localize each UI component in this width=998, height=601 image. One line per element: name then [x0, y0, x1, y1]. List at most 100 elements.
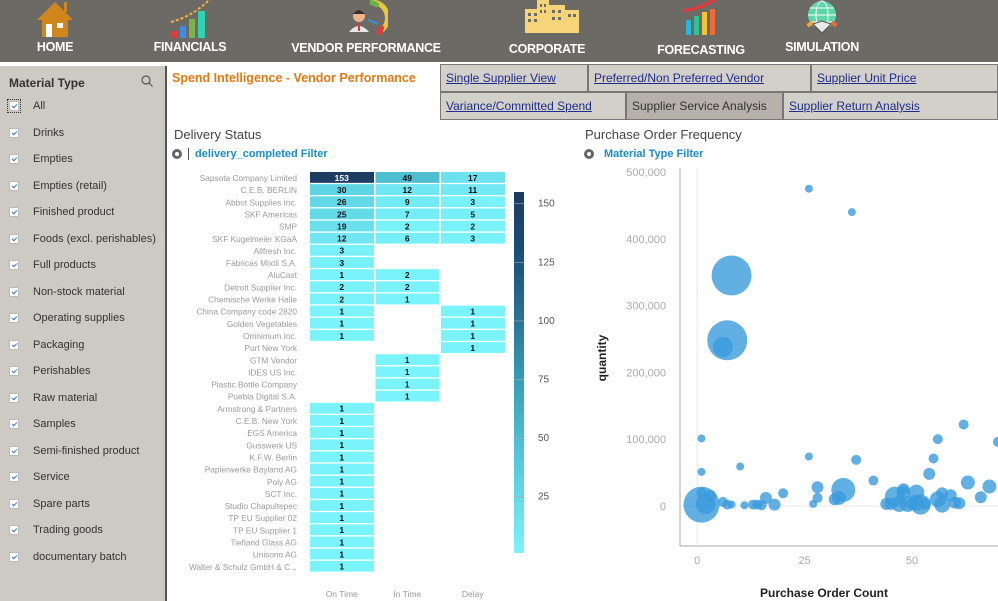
heatmap-cell[interactable] [375, 220, 440, 232]
heatmap-cell[interactable] [375, 196, 440, 208]
heatmap-cell[interactable] [375, 378, 440, 390]
filter-item-samples[interactable]: Samples [9, 415, 76, 433]
heatmap-cell[interactable] [441, 220, 505, 232]
bubble-point[interactable] [960, 475, 975, 490]
filter-item-all[interactable]: All [7, 97, 45, 115]
bubble-point[interactable] [695, 493, 716, 514]
heatmap-cell[interactable] [375, 184, 440, 195]
heatmap-cell[interactable] [310, 232, 374, 244]
filter-item-finished-product[interactable]: Finished product [9, 203, 114, 221]
heatmap-cell[interactable] [310, 524, 374, 536]
heatmap-cell[interactable] [441, 172, 505, 183]
bubble-point[interactable] [697, 467, 706, 476]
bubble-point[interactable] [958, 419, 969, 430]
heatmap-cell[interactable] [310, 487, 374, 499]
delivery-completed-filter[interactable]: delivery_completed Filter [172, 148, 328, 160]
bubble-point[interactable] [811, 481, 824, 494]
bubble-point[interactable] [812, 492, 823, 503]
checkbox[interactable] [9, 207, 19, 217]
heatmap-cell[interactable] [441, 305, 505, 317]
search-icon[interactable] [140, 74, 154, 88]
heatmap-cell[interactable] [441, 317, 505, 329]
bubble-point[interactable] [993, 436, 998, 447]
filter-item-foods-excl-perishables[interactable]: Foods (excl. perishables) [9, 230, 156, 248]
tab-variance-committed-spend[interactable]: Variance/Committed Spend [440, 92, 626, 120]
bubble-point[interactable] [768, 498, 781, 511]
checkbox[interactable] [9, 180, 19, 191]
checkbox[interactable] [9, 286, 19, 297]
checkbox[interactable] [9, 498, 19, 509]
heatmap-cell[interactable] [375, 390, 440, 402]
heatmap-cell[interactable] [310, 329, 374, 341]
heatmap-cell[interactable] [310, 317, 374, 329]
heatmap-cell[interactable] [310, 184, 374, 195]
nav-corporate[interactable]: CORPORATE [504, 0, 590, 62]
heatmap-cell[interactable] [310, 208, 374, 220]
heatmap-cell[interactable] [310, 500, 374, 511]
checkbox[interactable] [9, 233, 19, 244]
tab-preferred-non-preferred-vendor[interactable]: Preferred/Non Preferred Vendor [588, 64, 811, 92]
heatmap-cell[interactable] [310, 402, 374, 414]
heatmap-cell[interactable] [310, 244, 374, 256]
tab-supplier-service-analysis[interactable]: Supplier Service Analysis [626, 92, 783, 120]
material-type-filter-tag[interactable]: Material Type Filter [584, 148, 703, 160]
filter-item-packaging[interactable]: Packaging [9, 336, 84, 354]
nav-home[interactable]: HOME [20, 0, 90, 62]
bubble-point[interactable] [906, 497, 919, 510]
heatmap-cell[interactable] [310, 172, 374, 183]
bubble-point[interactable] [804, 184, 813, 193]
heatmap-cell[interactable] [441, 329, 505, 341]
filter-item-full-products[interactable]: Full products [9, 256, 96, 274]
heatmap-cell[interactable] [310, 560, 374, 572]
filter-item-perishables[interactable]: Perishables [9, 362, 90, 380]
filter-item-raw-material[interactable]: Raw material [9, 389, 97, 407]
heatmap-cell[interactable] [310, 536, 374, 548]
filter-item-empties[interactable]: Empties [9, 150, 73, 168]
bubble-point[interactable] [778, 488, 789, 499]
checkbox[interactable] [9, 551, 19, 562]
heatmap-cell[interactable] [310, 269, 374, 281]
filter-item-semi-finished-product[interactable]: Semi-finished product [9, 442, 139, 460]
checkbox[interactable] [9, 154, 19, 164]
checkbox[interactable] [9, 127, 19, 138]
bubble-point[interactable] [727, 500, 736, 509]
checkbox[interactable] [9, 445, 19, 456]
heatmap-cell[interactable] [375, 172, 440, 183]
bubble-point[interactable] [759, 491, 772, 504]
heatmap-cell[interactable] [375, 293, 440, 305]
heatmap-cell[interactable] [441, 208, 505, 220]
filter-item-drinks[interactable]: Drinks [9, 124, 64, 142]
nav-forecasting[interactable]: FORECASTING [654, 0, 748, 62]
heatmap-cell[interactable] [310, 305, 374, 317]
heatmap-cell[interactable] [310, 451, 374, 463]
heatmap-cell[interactable] [310, 281, 374, 293]
heatmap-cell[interactable] [441, 232, 505, 244]
filter-item-documentary-batch[interactable]: documentary batch [9, 548, 127, 566]
bubble-point[interactable] [923, 467, 936, 480]
tab-supplier-unit-price[interactable]: Supplier Unit Price [811, 64, 998, 92]
heatmap-cell[interactable] [375, 232, 440, 244]
heatmap-cell[interactable] [310, 220, 374, 232]
bubble-point[interactable] [884, 497, 897, 510]
heatmap-cell[interactable] [310, 427, 374, 438]
bubble-point[interactable] [851, 454, 862, 465]
heatmap-cell[interactable] [310, 439, 374, 451]
heatmap-cell[interactable] [441, 196, 505, 208]
checkbox[interactable] [9, 472, 19, 482]
heatmap-cell[interactable] [441, 342, 505, 353]
heatmap-cell[interactable] [310, 548, 374, 560]
nav-vendor-performance[interactable]: VENDOR PERFORMANCE [288, 0, 444, 62]
bubble-point[interactable] [918, 497, 931, 510]
checkbox[interactable] [9, 525, 19, 535]
heatmap-cell[interactable] [310, 257, 374, 268]
filter-item-operating-supplies[interactable]: Operating supplies [9, 309, 125, 327]
bubble-point[interactable] [712, 336, 733, 357]
bubble-point[interactable] [740, 501, 749, 510]
checkbox[interactable] [7, 99, 21, 113]
heatmap-cell[interactable] [310, 463, 374, 475]
filter-item-spare-parts[interactable]: Spare parts [9, 495, 90, 513]
heatmap-cell[interactable] [441, 184, 505, 195]
checkbox[interactable] [9, 313, 19, 323]
bubble-point[interactable] [934, 496, 951, 513]
nav-financials[interactable]: FINANCIALS [150, 0, 230, 62]
